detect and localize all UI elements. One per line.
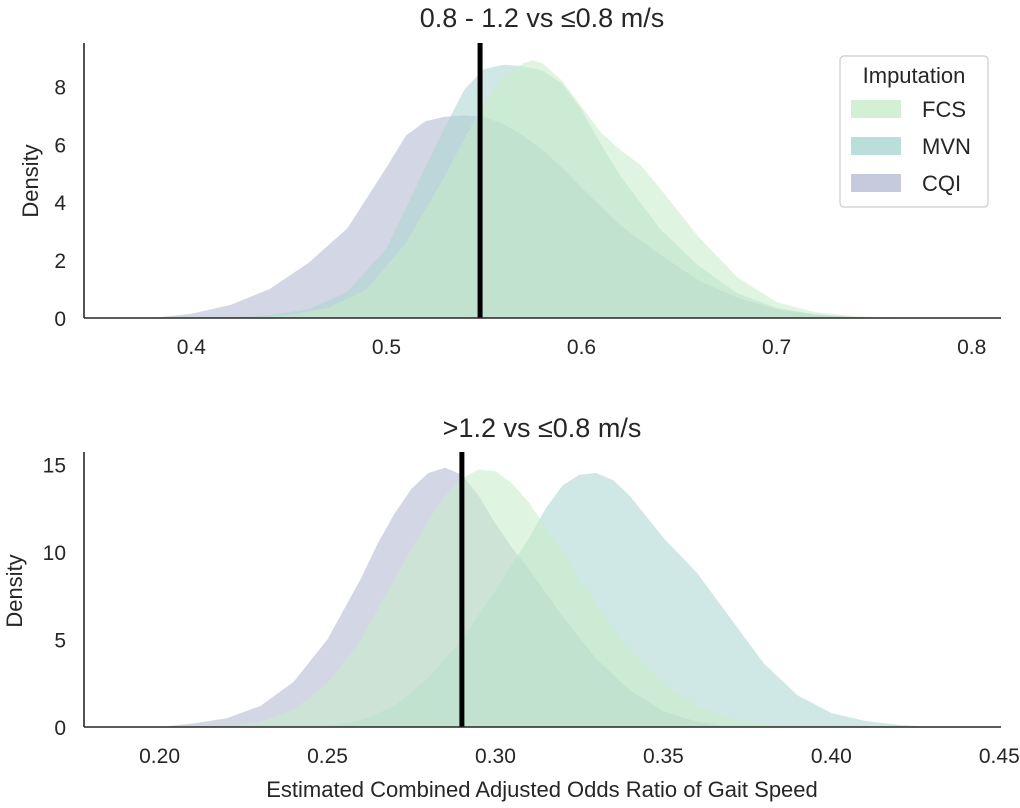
legend-swatch-cqi	[851, 174, 901, 192]
legend-swatch-mvn	[851, 137, 901, 155]
bottom-panel-title: >1.2 vs ≤0.8 m/s	[443, 413, 642, 443]
x-tick-label: 0.6	[567, 336, 596, 359]
top-panel-title: 0.8 - 1.2 vs ≤0.8 m/s	[420, 3, 664, 33]
density-area-fcs	[226, 469, 798, 727]
legend-label-mvn: MVN	[922, 134, 971, 159]
legend-title: Imputation	[863, 63, 966, 88]
x-tick-label: 0.30	[475, 745, 516, 768]
legend-entries: FCS MVN CQI	[851, 97, 971, 196]
x-tick-label: 0.45	[979, 745, 1020, 768]
y-tick-label: 15	[43, 454, 66, 477]
y-tick-label: 5	[54, 629, 66, 652]
x-tick-label: 0.7	[762, 336, 791, 359]
legend: Imputation FCS MVN CQI	[839, 55, 989, 208]
legend-label-fcs: FCS	[922, 97, 966, 122]
y-tick-label: 10	[43, 542, 66, 565]
y-tick-label: 6	[54, 134, 66, 157]
density-area-fcs	[249, 60, 933, 319]
top-panel-y-ticks: 0 2 4 6 8	[54, 76, 66, 331]
x-tick-label: 0.5	[372, 336, 401, 359]
bottom-panel-y-ticks: 0 5 10 15	[43, 454, 66, 740]
legend-label-cqi: CQI	[922, 171, 961, 196]
y-tick-label: 8	[54, 76, 66, 99]
top-panel-density-areas	[152, 60, 933, 319]
legend-frame	[839, 55, 989, 208]
y-tick-label: 2	[54, 250, 66, 273]
top-panel-y-label: Density	[18, 144, 43, 217]
bottom-panel: >1.2 vs ≤0.8 m/s 0 5 10 15 0.20 0.25 0.30 0.35…	[2, 413, 1020, 802]
x-tick-label: 0.40	[811, 745, 852, 768]
top-panel: 0.8 - 1.2 vs ≤0.8 m/s 0 2 4 6 8 0.4 0.5 0.6 0.7…	[18, 3, 1001, 359]
x-tick-label: 0.25	[307, 745, 348, 768]
legend-swatch-fcs	[851, 100, 901, 118]
x-tick-label: 0.35	[643, 745, 684, 768]
x-tick-label: 0.8	[957, 336, 986, 359]
bottom-panel-y-label: Density	[2, 554, 27, 627]
bottom-panel-x-ticks: 0.20 0.25 0.30 0.35 0.40 0.45	[139, 745, 1020, 768]
y-tick-label: 0	[54, 308, 66, 331]
bottom-panel-density-areas	[159, 467, 933, 727]
x-tick-label: 0.4	[177, 336, 207, 359]
y-tick-label: 4	[54, 192, 66, 215]
top-panel-x-ticks: 0.4 0.5 0.6 0.7 0.8	[177, 336, 987, 359]
x-tick-label: 0.20	[139, 745, 180, 768]
y-tick-label: 0	[54, 717, 66, 740]
x-axis-label: Estimated Combined Adjusted Odds Ratio o…	[266, 777, 818, 802]
